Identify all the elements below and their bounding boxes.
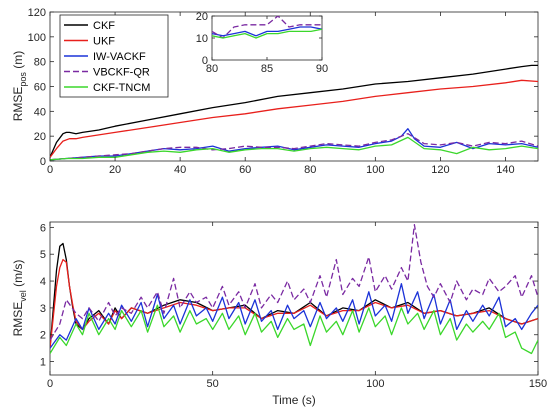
x-tick-label: 20 — [109, 164, 121, 176]
series-line-vbckf-qr — [212, 16, 322, 39]
y-tick-label: 10 — [196, 33, 208, 45]
y-tick-label: 20 — [34, 131, 46, 143]
pos-ylabel: RMSEpos (m) — [11, 51, 28, 122]
y-tick-label: 2 — [40, 330, 46, 342]
series-line-ckf — [50, 64, 538, 158]
x-tick-label: 120 — [431, 164, 449, 176]
vel-plot-area — [49, 221, 539, 376]
legend-label: VBCKF-QR — [93, 67, 150, 79]
pos-series-group — [50, 64, 538, 161]
legend-label: IW-VACKF — [93, 51, 146, 63]
x-tick-label: 150 — [529, 378, 547, 390]
inset-series-group — [212, 16, 322, 39]
x-tick-label: 60 — [239, 164, 251, 176]
series-line-ckf-tncm — [50, 304, 538, 355]
legend-item: CKF-TNCM — [64, 82, 150, 94]
series-line-ckf-tncm — [212, 28, 322, 39]
x-tick-label: 100 — [366, 164, 384, 176]
y-tick-label: 5 — [40, 249, 46, 261]
x-tick-label: 0 — [47, 164, 53, 176]
legend-items: CKF UKF IW-VACKF VBCKF-QR CKF-TNCM — [64, 20, 150, 94]
series-line-iw-vackf — [50, 128, 538, 161]
y-tick-label: 1 — [40, 357, 46, 369]
y-tick-label: 60 — [34, 82, 46, 94]
legend-item: CKF — [64, 20, 115, 32]
legend-label: UKF — [93, 36, 115, 48]
x-tick-label: 90 — [316, 63, 328, 75]
pos-inset: 80 85 90 0 10 20 — [196, 11, 328, 75]
y-tick-label: 100 — [28, 32, 46, 44]
series-line-vbckf-qr — [50, 133, 538, 161]
y-tick-label: 6 — [40, 222, 46, 234]
legend-item: UKF — [64, 36, 115, 48]
y-tick-label: 80 — [34, 57, 46, 69]
legend-label: CKF — [93, 20, 115, 32]
y-tick-label: 0 — [40, 156, 46, 168]
x-tick-label: 80 — [206, 63, 218, 75]
inset-plot-area — [211, 15, 323, 61]
legend-label: CKF-TNCM — [93, 82, 150, 94]
inset-ticks-group: 80 85 90 0 10 20 — [196, 11, 328, 75]
legend-item: VBCKF-QR — [64, 67, 150, 79]
series-line-ckf-tncm — [50, 136, 538, 161]
x-tick-label: 40 — [174, 164, 186, 176]
y-tick-label: 0 — [202, 55, 208, 67]
vel-xlabel: Time (s) — [272, 393, 316, 407]
series-line-vbckf-qr — [50, 224, 538, 341]
x-tick-label: 140 — [496, 164, 514, 176]
series-line-iw-vackf — [212, 26, 322, 37]
series-line-ukf — [50, 79, 538, 158]
x-tick-label: 85 — [261, 63, 273, 75]
vel-series-group — [50, 224, 538, 355]
legend-item: IW-VACKF — [64, 51, 146, 63]
vel-chart: 0 50 100 150 1 2 3 4 5 6 RMSEvel (m/s) Time (s) — [11, 221, 547, 407]
x-tick-label: 50 — [207, 378, 219, 390]
y-tick-label: 4 — [40, 276, 46, 288]
series-line-ukf — [50, 258, 538, 349]
x-tick-label: 80 — [304, 164, 316, 176]
pos-legend: CKF UKF IW-VACKF VBCKF-QR CKF-TNCM — [59, 14, 169, 98]
y-tick-label: 120 — [28, 7, 46, 19]
series-line-iw-vackf — [50, 283, 538, 349]
vel-ylabel: RMSEvel (m/s) — [11, 260, 28, 337]
x-tick-label: 100 — [366, 378, 384, 390]
vel-ticks-group: 0 50 100 150 1 2 3 4 5 6 — [40, 222, 547, 390]
x-tick-label: 0 — [47, 378, 53, 390]
y-tick-label: 20 — [196, 11, 208, 23]
y-tick-label: 40 — [34, 106, 46, 118]
y-tick-label: 3 — [40, 303, 46, 315]
